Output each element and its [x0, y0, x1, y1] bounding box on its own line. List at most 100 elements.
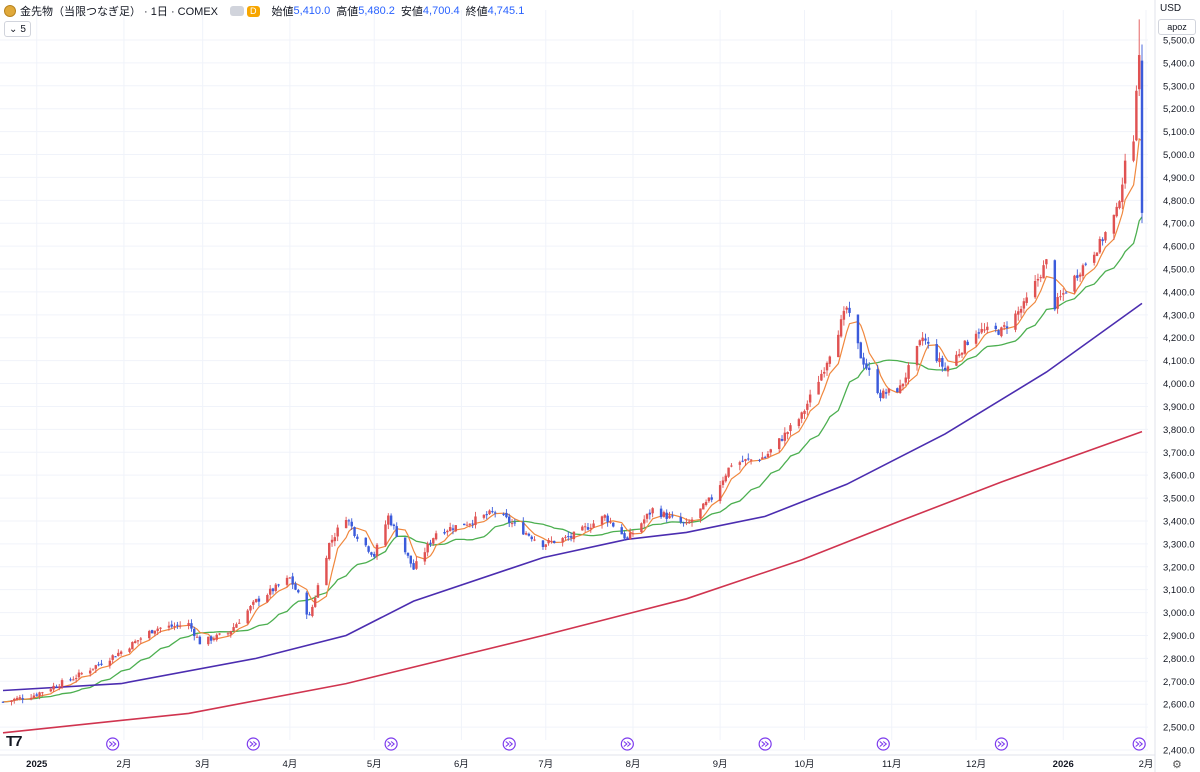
- double-arrow-right-icon[interactable]: [106, 737, 120, 751]
- candle-body[interactable]: [569, 536, 573, 538]
- candle-body[interactable]: [1115, 206, 1118, 217]
- candle-body[interactable]: [159, 627, 162, 629]
- candle-body[interactable]: [806, 403, 809, 410]
- double-arrow-right-icon[interactable]: [758, 737, 772, 751]
- candle-body[interactable]: [491, 511, 494, 513]
- candle-body[interactable]: [285, 577, 289, 585]
- candle-body[interactable]: [837, 334, 840, 358]
- candle-body[interactable]: [704, 501, 708, 505]
- candle-body[interactable]: [373, 553, 376, 557]
- visibility-toggle[interactable]: D: [230, 5, 260, 17]
- candle-body[interactable]: [434, 533, 438, 540]
- candle-body[interactable]: [150, 630, 154, 634]
- candle-body[interactable]: [406, 552, 410, 556]
- event-markers[interactable]: [106, 737, 1146, 751]
- candle-body[interactable]: [328, 543, 331, 560]
- candle-body[interactable]: [963, 340, 967, 354]
- candle-body[interactable]: [195, 636, 199, 638]
- time-axis[interactable]: 2025 2月 3月 4月 5月 6月 7月 8月 9月 10月 11月 12月 2026 2月: [26, 759, 1153, 770]
- candle-body[interactable]: [215, 634, 218, 640]
- candle-body[interactable]: [1135, 90, 1138, 141]
- candle-body[interactable]: [876, 369, 879, 394]
- candle-body[interactable]: [974, 333, 978, 344]
- candle-body[interactable]: [510, 523, 514, 525]
- candle-body[interactable]: [918, 340, 922, 346]
- candle-body[interactable]: [100, 663, 103, 665]
- candle-body[interactable]: [586, 527, 590, 530]
- candle-body[interactable]: [606, 515, 609, 523]
- candle-body[interactable]: [193, 628, 196, 637]
- candle-body[interactable]: [567, 536, 570, 538]
- candle-body[interactable]: [977, 332, 981, 334]
- candle-body[interactable]: [1073, 275, 1076, 292]
- candle-body[interactable]: [426, 543, 429, 553]
- currency-label[interactable]: USD: [1160, 3, 1182, 14]
- candle-body[interactable]: [485, 514, 488, 516]
- candle-body[interactable]: [190, 623, 193, 629]
- candle-body[interactable]: [820, 373, 823, 381]
- candle-body[interactable]: [173, 625, 176, 627]
- candle-body[interactable]: [97, 664, 100, 666]
- double-arrow-right-icon[interactable]: [994, 737, 1008, 751]
- candle-body[interactable]: [18, 697, 22, 699]
- candle-body[interactable]: [687, 521, 691, 524]
- candle-body[interactable]: [353, 527, 356, 537]
- candle-body[interactable]: [690, 519, 694, 522]
- candle-body[interactable]: [35, 694, 38, 696]
- double-arrow-right-icon[interactable]: [876, 737, 890, 751]
- candle-body[interactable]: [465, 524, 469, 526]
- candle-body[interactable]: [29, 697, 33, 700]
- candle-body[interactable]: [986, 326, 989, 331]
- candle-body[interactable]: [808, 394, 812, 403]
- candle-body[interactable]: [1056, 297, 1059, 309]
- candle-body[interactable]: [1098, 238, 1102, 253]
- candle-body[interactable]: [1084, 263, 1087, 265]
- candle-body[interactable]: [80, 673, 83, 675]
- candle-body[interactable]: [879, 392, 882, 399]
- candle-body[interactable]: [642, 519, 646, 524]
- candle-body[interactable]: [364, 537, 368, 546]
- candle-body[interactable]: [41, 692, 44, 694]
- candle-body[interactable]: [817, 381, 820, 395]
- candle-body[interactable]: [178, 625, 182, 627]
- candle-body[interactable]: [803, 410, 806, 414]
- candle-body[interactable]: [685, 522, 688, 524]
- candle-body[interactable]: [1022, 301, 1026, 309]
- candle-body[interactable]: [553, 540, 556, 543]
- candle-body[interactable]: [74, 678, 78, 680]
- candle-body[interactable]: [32, 695, 36, 698]
- candle-body[interactable]: [777, 438, 781, 450]
- candle-body[interactable]: [662, 512, 666, 517]
- candle-body[interactable]: [232, 627, 235, 631]
- candle-body[interactable]: [1036, 278, 1040, 281]
- candle-body[interactable]: [800, 412, 803, 419]
- candle-body[interactable]: [626, 537, 629, 539]
- candle-body[interactable]: [415, 561, 418, 569]
- candle-body[interactable]: [1140, 60, 1144, 213]
- candle-body[interactable]: [727, 467, 730, 477]
- candle-body[interactable]: [136, 640, 140, 642]
- candle-body[interactable]: [493, 512, 497, 514]
- candle-body[interactable]: [108, 660, 112, 666]
- candle-body[interactable]: [294, 583, 297, 590]
- candle-body[interactable]: [946, 366, 950, 372]
- candle-body[interactable]: [1042, 265, 1045, 279]
- candle-body[interactable]: [747, 458, 750, 460]
- symbol-title[interactable]: 金先物（当限つなぎ足） · 1日 · COMEX: [20, 6, 219, 18]
- candle-body[interactable]: [896, 388, 899, 393]
- candle-body[interactable]: [769, 449, 772, 453]
- candle-body[interactable]: [505, 512, 508, 518]
- candle-body[interactable]: [699, 508, 702, 519]
- candle-body[interactable]: [651, 508, 654, 514]
- candle-body[interactable]: [1123, 160, 1127, 184]
- candle-body[interactable]: [1000, 327, 1003, 337]
- candle-body[interactable]: [1, 701, 5, 703]
- candle-body[interactable]: [333, 537, 337, 542]
- candle-body[interactable]: [446, 530, 449, 533]
- candle-body[interactable]: [957, 354, 961, 356]
- candle-body[interactable]: [758, 459, 761, 461]
- candle-body[interactable]: [682, 522, 685, 524]
- candle-body[interactable]: [1019, 308, 1023, 313]
- candle-body[interactable]: [119, 651, 123, 654]
- candle-body[interactable]: [1095, 252, 1099, 256]
